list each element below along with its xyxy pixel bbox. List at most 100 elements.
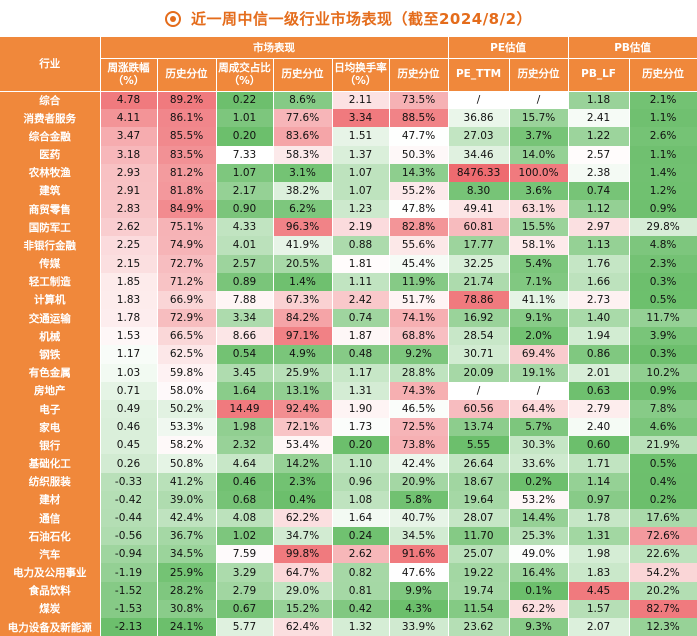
data-cell: 3.6% <box>509 181 569 201</box>
industry-name: 综合金融 <box>0 127 101 146</box>
data-cell: 1.85 <box>100 272 158 291</box>
target-icon <box>164 10 181 27</box>
column-header: PE_TTM <box>448 58 510 92</box>
industry-name: 建材 <box>0 490 101 509</box>
data-cell: 0.48 <box>332 345 390 364</box>
data-cell: -2.13 <box>100 617 158 636</box>
data-cell: 64.4% <box>509 399 569 419</box>
column-header: 历史分位 <box>157 58 217 92</box>
table-row: 轻工制造 1.85 71.2% 0.89 1.4% 1.11 11.9% 21.74 7.1% 1… <box>0 272 697 291</box>
industry-name: 交通运输 <box>0 309 101 328</box>
data-cell: 40.7% <box>389 508 449 528</box>
column-header: 历史分位 <box>629 58 697 92</box>
data-cell: 1.31 <box>568 527 630 546</box>
data-cell: 2.62 <box>100 218 158 237</box>
data-cell: 0.89 <box>216 272 274 291</box>
data-cell: 1.02 <box>216 527 274 546</box>
industry-name: 石油石化 <box>0 527 101 546</box>
data-cell: 2.38 <box>568 163 630 182</box>
data-cell: 5.7% <box>509 418 569 437</box>
data-cell: 14.4% <box>509 508 569 528</box>
data-cell: 58.2% <box>157 436 217 455</box>
data-cell: 9.3% <box>509 617 569 636</box>
data-cell: / <box>448 91 510 110</box>
data-cell: 1.22 <box>568 127 630 146</box>
data-cell: 34.5% <box>157 545 217 564</box>
data-cell: 77.6% <box>273 109 333 128</box>
data-cell: 59.8% <box>157 363 217 382</box>
data-cell: 82.8% <box>389 218 449 237</box>
industry-name: 汽车 <box>0 545 101 564</box>
data-cell: 1.07 <box>216 163 274 182</box>
data-cell: 1.4% <box>273 272 333 291</box>
data-cell: 0.60 <box>568 436 630 455</box>
data-cell: 16.92 <box>448 309 510 328</box>
data-cell: 2.73 <box>568 290 630 310</box>
data-cell: 49.41 <box>448 200 510 219</box>
data-cell: 0.82 <box>332 563 390 582</box>
data-cell: -0.42 <box>100 490 158 509</box>
data-cell: 13.1% <box>273 381 333 400</box>
data-cell: 2.1% <box>629 91 697 110</box>
data-cell: 4.9% <box>273 345 333 364</box>
data-cell: 0.5% <box>629 454 697 473</box>
data-cell: 88.5% <box>389 109 449 128</box>
data-cell: 14.3% <box>389 163 449 182</box>
data-cell: 25.9% <box>157 563 217 582</box>
data-cell: 1.51 <box>332 127 390 146</box>
data-cell: 7.1% <box>509 272 569 291</box>
data-cell: 0.63 <box>568 381 630 400</box>
data-cell: 2.79 <box>568 399 630 419</box>
data-cell: 50.8% <box>157 454 217 473</box>
industry-name: 有色金属 <box>0 363 101 382</box>
data-cell: 2.62 <box>332 545 390 564</box>
table-row: 钢铁 1.17 62.5% 0.54 4.9% 0.48 9.2% 30.71 69.4% 0.8… <box>0 345 697 364</box>
data-cell: 29.0% <box>273 581 333 600</box>
data-cell: 62.4% <box>273 617 333 636</box>
data-cell: 25.3% <box>509 527 569 546</box>
table-row: 银行 0.45 58.2% 2.32 53.4% 0.20 73.8% 5.55 30.3% 0.… <box>0 436 697 455</box>
group-header-pb: PB估值 <box>568 37 697 59</box>
industry-name: 综合 <box>0 91 101 110</box>
data-cell: 11.70 <box>448 527 510 546</box>
data-cell: 50.2% <box>157 399 217 419</box>
data-cell: 1.4% <box>629 163 697 182</box>
data-cell: 20.9% <box>389 472 449 491</box>
data-cell: 30.3% <box>509 436 569 455</box>
data-cell: 0.3% <box>629 272 697 291</box>
data-cell: 4.64 <box>216 454 274 473</box>
table-row: 消费者服务 4.11 86.1% 1.01 77.6% 3.34 88.5% 36.86 15.… <box>0 109 697 128</box>
data-cell: 29.8% <box>629 218 697 237</box>
data-cell: 74.9% <box>157 236 217 255</box>
data-cell: 0.74 <box>568 181 630 201</box>
data-cell: 41.2% <box>157 472 217 491</box>
data-cell: 51.7% <box>389 290 449 310</box>
data-cell: 67.3% <box>273 290 333 310</box>
table-row: 电力设备及新能源 -2.13 24.1% 5.77 62.4% 1.32 33.9% 23.6… <box>0 617 697 636</box>
data-cell: 74.1% <box>389 309 449 328</box>
data-cell: 4.6% <box>629 418 697 437</box>
data-cell: 20.5% <box>273 254 333 273</box>
data-cell: 1.76 <box>568 254 630 273</box>
data-cell: 1.1% <box>629 109 697 128</box>
data-cell: 2.41 <box>568 109 630 128</box>
data-cell: 0.2% <box>509 472 569 491</box>
data-cell: 58.0% <box>157 381 217 400</box>
data-cell: / <box>509 91 569 110</box>
data-cell: 1.83 <box>100 290 158 310</box>
data-cell: 1.10 <box>332 454 390 473</box>
data-cell: 7.33 <box>216 145 274 164</box>
industry-name: 传媒 <box>0 254 101 273</box>
data-cell: 54.2% <box>629 563 697 582</box>
data-cell: 75.1% <box>157 218 217 237</box>
data-cell: 19.74 <box>448 581 510 600</box>
data-cell: 1.64 <box>216 381 274 400</box>
industry-name: 纺织服装 <box>0 472 101 491</box>
data-cell: 34.46 <box>448 145 510 164</box>
data-cell: 73.5% <box>389 91 449 110</box>
data-cell: 58.1% <box>509 236 569 255</box>
data-cell: 73.8% <box>389 436 449 455</box>
data-cell: 58.3% <box>273 145 333 164</box>
data-cell: 0.68 <box>216 490 274 509</box>
data-cell: -0.94 <box>100 545 158 564</box>
